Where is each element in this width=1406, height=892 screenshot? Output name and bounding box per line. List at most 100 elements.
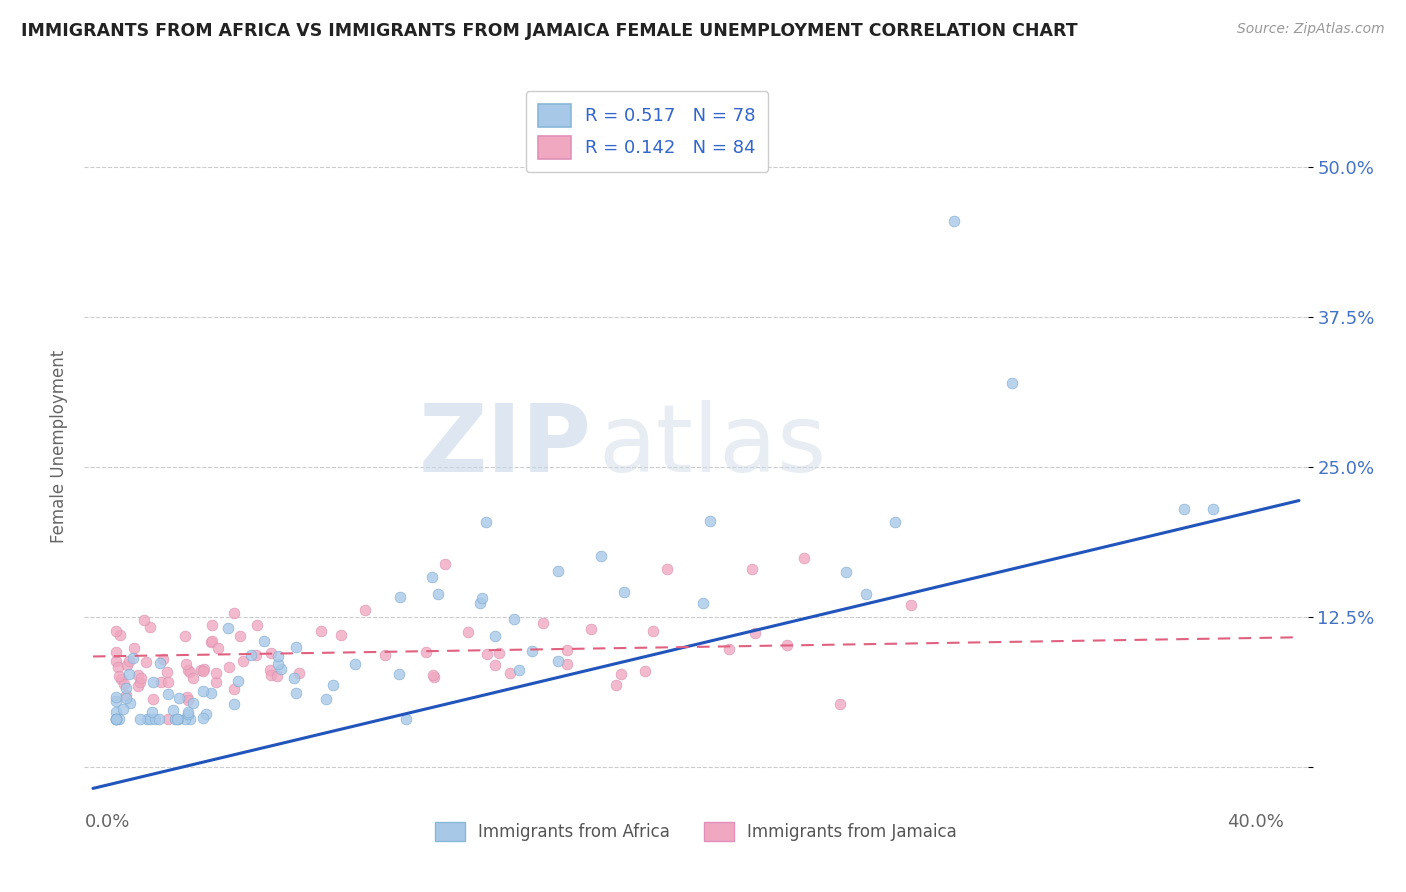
Point	[217, 621, 239, 635]
Point	[128, 712, 150, 726]
Point	[260, 646, 283, 660]
Point	[610, 666, 633, 681]
Legend: R = 0.517   N = 78, R = 0.142   N = 84: R = 0.517 N = 78, R = 0.142 N = 84	[526, 91, 769, 172]
Point	[127, 679, 149, 693]
Point	[183, 672, 205, 686]
Point	[142, 691, 165, 706]
Point	[132, 613, 155, 627]
Point	[115, 690, 138, 705]
Point	[579, 622, 602, 636]
Point	[156, 687, 179, 701]
Point	[191, 711, 214, 725]
Point	[108, 628, 131, 642]
Point	[353, 603, 375, 617]
Point	[118, 654, 141, 668]
Point	[156, 675, 179, 690]
Point	[167, 691, 190, 706]
Point	[613, 585, 636, 599]
Point	[283, 672, 305, 686]
Point	[207, 640, 229, 655]
Point	[104, 654, 127, 668]
Point	[555, 642, 578, 657]
Point	[508, 663, 530, 677]
Point	[115, 681, 138, 696]
Point	[129, 675, 152, 690]
Text: Source: ZipAtlas.com: Source: ZipAtlas.com	[1237, 22, 1385, 37]
Point	[150, 675, 173, 690]
Point	[179, 712, 201, 726]
Point	[531, 615, 554, 630]
Point	[388, 667, 411, 681]
Point	[104, 712, 127, 726]
Point	[201, 618, 224, 632]
Point	[828, 698, 851, 712]
Point	[118, 696, 141, 710]
Y-axis label: Female Unemployment: Female Unemployment	[49, 350, 67, 542]
Point	[148, 712, 170, 726]
Point	[657, 562, 679, 576]
Point	[457, 625, 479, 640]
Point	[191, 664, 214, 678]
Text: IMMIGRANTS FROM AFRICA VS IMMIGRANTS FROM JAMAICA FEMALE UNEMPLOYMENT CORRELATIO: IMMIGRANTS FROM AFRICA VS IMMIGRANTS FRO…	[21, 22, 1078, 40]
Point	[114, 688, 136, 702]
Point	[229, 629, 252, 643]
Point	[330, 628, 353, 642]
Point	[315, 691, 337, 706]
Point	[163, 712, 186, 726]
Point	[270, 662, 292, 676]
Point	[104, 712, 127, 726]
Point	[205, 674, 228, 689]
Point	[471, 591, 494, 605]
Point	[177, 707, 200, 722]
Point	[129, 671, 152, 685]
Point	[475, 516, 498, 530]
Point	[470, 596, 492, 610]
Point	[744, 626, 766, 640]
Point	[433, 557, 456, 571]
Point	[107, 669, 129, 683]
Point	[155, 665, 177, 679]
Point	[741, 561, 763, 575]
Point	[104, 690, 127, 704]
Point	[343, 657, 366, 671]
Point	[122, 640, 145, 655]
Point	[309, 624, 332, 638]
Point	[128, 668, 150, 682]
Point	[547, 564, 569, 578]
Point	[138, 620, 160, 634]
Point	[179, 665, 201, 680]
Point	[232, 654, 254, 668]
Point	[104, 694, 127, 708]
Point	[162, 703, 184, 717]
Point	[259, 663, 281, 677]
Point	[157, 712, 180, 726]
Point	[177, 705, 200, 719]
Point	[484, 629, 506, 643]
Point	[1202, 502, 1225, 516]
Point	[835, 566, 858, 580]
Point	[141, 705, 163, 719]
Point	[201, 634, 224, 648]
Point	[699, 514, 721, 528]
Point	[260, 668, 283, 682]
Point	[427, 587, 450, 601]
Point	[112, 677, 135, 691]
Point	[222, 682, 245, 697]
Point	[149, 656, 172, 670]
Point	[142, 675, 165, 690]
Point	[181, 697, 204, 711]
Point	[200, 635, 222, 649]
Point	[174, 657, 197, 671]
Point	[194, 706, 217, 721]
Point	[104, 705, 127, 719]
Point	[422, 668, 444, 682]
Point	[1001, 376, 1024, 390]
Point	[193, 662, 215, 676]
Point	[776, 639, 799, 653]
Point	[374, 648, 396, 662]
Point	[634, 665, 657, 679]
Point	[900, 598, 922, 612]
Point	[718, 641, 741, 656]
Point	[166, 712, 188, 726]
Point	[284, 686, 307, 700]
